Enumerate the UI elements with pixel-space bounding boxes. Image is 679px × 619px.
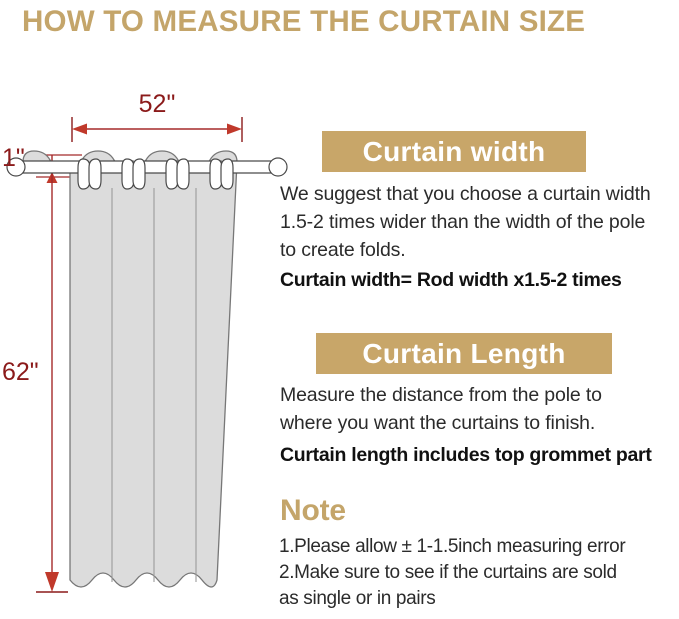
rod-finial-right	[268, 157, 288, 177]
width-dimension-label: 52"	[139, 90, 176, 118]
grommet	[176, 158, 190, 190]
instructions-column: Curtain width We suggest that you choose…	[277, 125, 677, 619]
width-dimension-group	[71, 117, 243, 142]
note-heading: Note	[280, 494, 346, 527]
grommet	[220, 158, 234, 190]
length-arrowhead-bottom	[45, 572, 59, 592]
grommet	[88, 158, 102, 190]
note-item: as single or in pairs	[279, 588, 436, 609]
grommet	[165, 158, 179, 190]
note-item: 2.Make sure to see if the curtains are s…	[279, 562, 617, 583]
curtain-width-formula: Curtain width= Rod width x1.5-2 times	[280, 269, 622, 291]
length-dimension-label: 62"	[2, 358, 39, 386]
grommet-group	[77, 158, 234, 190]
section-banner-curtain-length: Curtain Length	[316, 333, 612, 374]
width-arrowhead-right	[227, 123, 242, 135]
grommet-dimension-label: 1"	[2, 144, 25, 172]
curtain-measurement-diagram: 52" 1" 62"	[0, 60, 300, 619]
note-list: 1.Please allow ± 1-1.5inch measuring err…	[279, 534, 677, 612]
curtain-rod	[6, 157, 288, 177]
note-item: 1.Please allow ± 1-1.5inch measuring err…	[279, 536, 626, 557]
grommet	[209, 158, 223, 190]
rod-finial-left	[6, 157, 26, 177]
width-arrowhead-left	[72, 123, 87, 135]
grommet	[121, 158, 135, 190]
curtain-width-paragraph: We suggest that you choose a curtain wid…	[280, 183, 651, 261]
page-title: HOW TO MEASURE THE CURTAIN SIZE	[22, 5, 586, 38]
rod-segment-left	[21, 160, 84, 174]
section-banner-curtain-width: Curtain width	[322, 131, 586, 172]
grommet	[77, 158, 91, 190]
curtain-length-paragraph: Measure the distance from the pole to wh…	[280, 384, 602, 434]
curtain-length-formula: Curtain length includes top grommet part	[280, 444, 652, 466]
rod-segment-right	[227, 160, 273, 174]
curtain-body	[22, 150, 238, 588]
curtain-panel	[22, 150, 238, 588]
length-dimension-group	[36, 172, 68, 593]
grommet	[132, 158, 146, 190]
